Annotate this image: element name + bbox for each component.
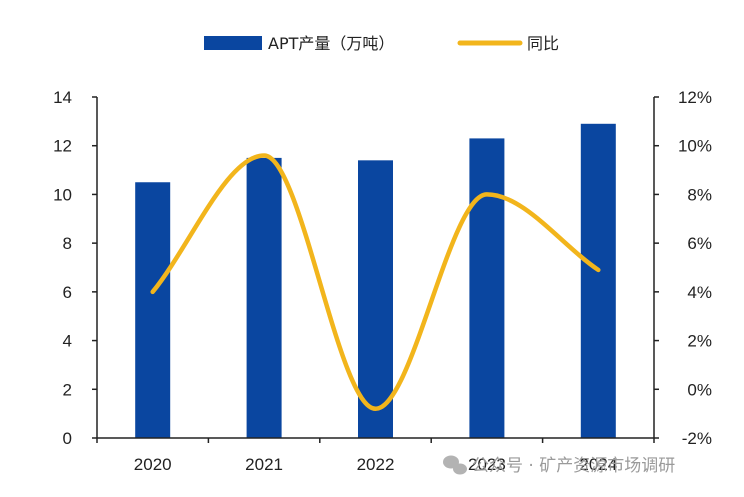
right-tick-label: 4% [687,283,712,302]
left-tick-label: 10 [53,185,72,204]
left-tick-label: 6 [63,283,72,302]
right-tick-label: 8% [687,185,712,204]
right-tick-label: -2% [682,429,712,448]
left-tick-label: 14 [53,88,72,107]
right-tick-label: 6% [687,234,712,253]
right-tick-label: 10% [678,137,712,156]
legend-swatch-bar [204,36,262,50]
right-tick-label: 12% [678,88,712,107]
legend-label-bar: APT产量（万吨） [268,34,394,53]
bar-2020 [135,182,171,438]
x-tick-label: 2020 [134,455,172,474]
right-axis-ticks: -2% 0% 2% 4% 6% 8% 10% 12% [678,88,712,448]
watermark: 公众号 · 矿产资源市场调研 [443,455,675,476]
left-tick-label: 12 [53,137,72,156]
left-axis-ticks: 0 2 4 6 8 10 12 14 [53,88,72,448]
right-tick-label: 0% [687,380,712,399]
x-tick-label: 2024 [579,455,617,474]
left-tick-label: 4 [63,332,72,351]
x-tick-label: 2021 [245,455,283,474]
left-tick-label: 8 [63,234,72,253]
bar-2022 [358,160,393,439]
legend-label-line: 同比 [527,34,559,53]
left-tick-label: 0 [63,429,72,448]
bar-2021 [246,157,282,438]
bar-series [135,123,616,439]
x-tick-label: 2023 [468,455,506,474]
wechat-icon [443,455,467,475]
axes [92,96,659,443]
legend: APT产量（万吨） 同比 [204,34,559,53]
right-tick-label: 2% [687,332,712,351]
watermark-text: 公众号 · 矿产资源市场调研 [472,456,675,476]
yoy-line [150,153,601,412]
bar-2024 [580,123,616,439]
left-tick-label: 2 [63,380,72,399]
bar-2023 [469,138,505,438]
x-tick-label: 2022 [357,455,395,474]
x-axis-labels: 2020 2021 2022 2023 2024 [134,455,617,474]
